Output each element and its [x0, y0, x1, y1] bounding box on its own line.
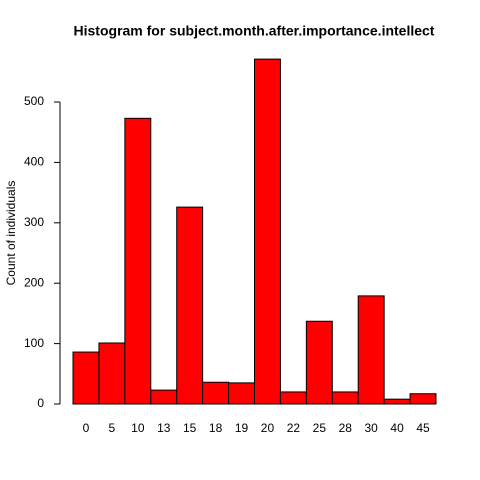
- x-tick-label: 13: [157, 421, 171, 435]
- bar: [357, 295, 385, 405]
- bar: [202, 381, 230, 405]
- x-tick-label: 15: [183, 421, 197, 435]
- x-tick-label: 10: [131, 421, 145, 435]
- x-tick-label: 30: [364, 421, 378, 435]
- x-tick-label: 20: [261, 421, 275, 435]
- x-tick-label: 25: [313, 421, 327, 435]
- y-axis-label: Count of individuals: [4, 181, 18, 286]
- chart-title: Histogram for subject.month.after.import…: [74, 23, 435, 39]
- y-tick-label: 200: [24, 275, 44, 289]
- x-tick-label: 0: [83, 421, 90, 435]
- bar: [279, 391, 307, 405]
- bar: [176, 206, 204, 405]
- bar: [305, 320, 333, 405]
- bar: [124, 117, 152, 405]
- x-tick-label: 22: [287, 421, 301, 435]
- y-tick-label: 500: [24, 94, 44, 108]
- x-tick-label: 40: [390, 421, 404, 435]
- x-tick-label: 45: [416, 421, 430, 435]
- bar: [383, 398, 411, 405]
- bar: [98, 342, 126, 405]
- bar: [409, 393, 437, 405]
- y-tick-label: 100: [24, 336, 44, 350]
- bar: [72, 351, 100, 405]
- x-tick-label: 5: [109, 421, 116, 435]
- y-tick-label: 400: [24, 155, 44, 169]
- x-tick-label: 28: [339, 421, 353, 435]
- x-tick-label: 18: [209, 421, 223, 435]
- x-tick-label: 19: [235, 421, 249, 435]
- bar: [331, 391, 359, 405]
- bar: [150, 389, 178, 405]
- y-tick-label: 0: [37, 396, 44, 410]
- y-tick-label: 300: [24, 215, 44, 229]
- bar: [228, 382, 255, 405]
- bar: [254, 58, 281, 405]
